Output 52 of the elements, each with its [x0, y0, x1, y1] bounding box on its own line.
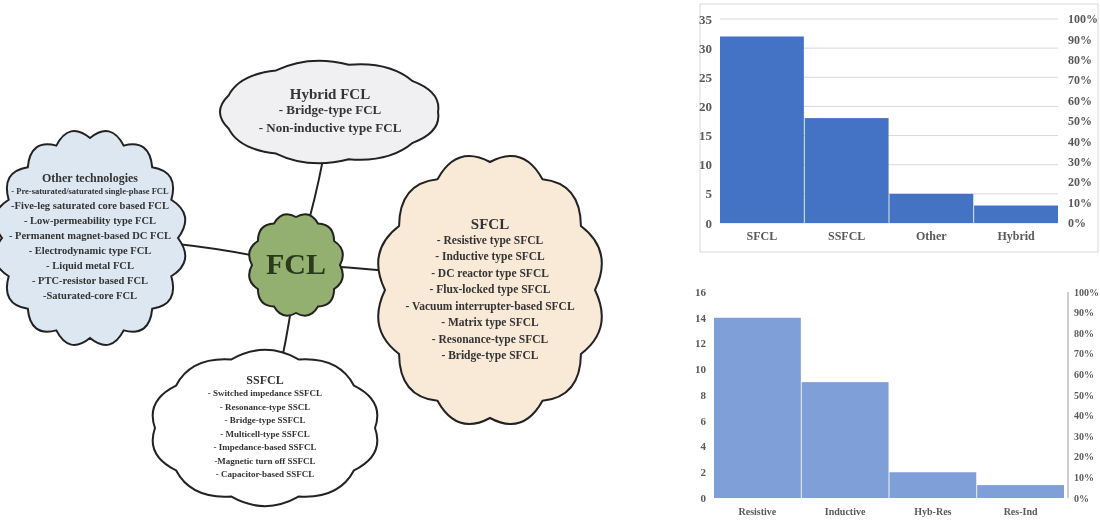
y2-tick-label: 60%: [1074, 368, 1094, 380]
y2-tick-label: 100%: [1068, 12, 1098, 27]
y2-tick-label: 40%: [1074, 410, 1094, 422]
y-tick-label: 30: [699, 40, 712, 56]
y-tick-label: 12: [695, 337, 707, 350]
y-tick-label: 16: [695, 285, 707, 298]
y2-tick-label: 50%: [1074, 389, 1094, 401]
y2-tick-label: 100%: [1074, 286, 1099, 298]
y2-tick-label: 30%: [1074, 430, 1094, 442]
y-tick-label: 0: [705, 215, 712, 231]
y2-tick-label: 90%: [1074, 307, 1094, 319]
y-tick-label: 2: [700, 466, 707, 479]
y-tick-label: 35: [699, 11, 713, 27]
text: SFCL - Resistive type SFCL - Inductive type SFCL - DC reactor type SFCL - Flux-locked type SFCL - Vacuum interrupter-based SFCL - Matrix type SFCL - Resonance-type SFCL - Bridge-type SFCL: [405, 215, 575, 361]
text: FCL: [266, 247, 326, 280]
x-tick-label: SSFCL: [827, 229, 866, 243]
x-tick-label: Hybrid: [997, 229, 1036, 243]
text: SSFCL - Switched impedance SSFCL - Resonance-type SSCL - Bridge-type SSFCL - Multicell-type SSFCL - Impedance-based SSFCL -Magnetic turn off SSFCL - Capacitor-based SSFCL: [207, 373, 323, 480]
text: Hybrid FCL - Bridge-type FCL - Non-inductive type FCL: [258, 85, 402, 135]
y-tick-label: 10: [699, 157, 712, 173]
x-tick-label: Resistive: [738, 506, 777, 517]
y2-tick-label: 20%: [1068, 175, 1092, 190]
y2-tick-label: 30%: [1068, 155, 1092, 169]
y-tick-label: 5: [705, 186, 713, 202]
y-tick-label: 10: [695, 363, 707, 376]
y-tick-label: 6: [700, 414, 707, 427]
x-tick-label: Res-Ind: [1003, 506, 1038, 517]
y2-tick-label: 20%: [1074, 451, 1094, 463]
y2-tick-label: 40%: [1068, 134, 1092, 149]
y-tick-label: 15: [699, 128, 713, 144]
y2-tick-label: 50%: [1068, 114, 1092, 129]
y2-tick-label: 0%: [1068, 216, 1086, 231]
y2-tick-label: 70%: [1068, 73, 1092, 88]
y2-tick-label: 70%: [1074, 348, 1094, 360]
y-tick-label: 4: [700, 440, 707, 453]
x-tick-label: Other: [916, 229, 948, 243]
y2-tick-label: 60%: [1068, 93, 1092, 108]
y-tick-label: 8: [700, 388, 707, 401]
y2-tick-label: 10%: [1074, 471, 1094, 483]
y2-tick-label: 90%: [1068, 32, 1092, 47]
y2-tick-label: 80%: [1074, 327, 1094, 339]
x-tick-label: Hyb-Res: [914, 506, 952, 517]
y-tick-label: 25: [699, 69, 713, 85]
y2-tick-label: 0%: [1074, 492, 1089, 504]
x-tick-label: SFCL: [746, 229, 778, 243]
y-tick-label: 14: [695, 311, 707, 324]
y2-tick-label: 10%: [1068, 195, 1092, 210]
y-tick-label: 0: [700, 491, 707, 504]
y-tick-label: 20: [699, 98, 712, 114]
y2-tick-label: 80%: [1068, 53, 1092, 67]
text: Other technologies - Pre-saturated/saturated single-phase FCL -Five-leg saturated core based FCL - Low-permeability type FCL - Permanent magnet-based DC FCL - Electrodynamic type FCL - Liquid metal FCL - PTC-resistor based FCL -Saturated-core FCL: [8, 170, 172, 301]
x-tick-label: Inductive: [824, 506, 866, 517]
